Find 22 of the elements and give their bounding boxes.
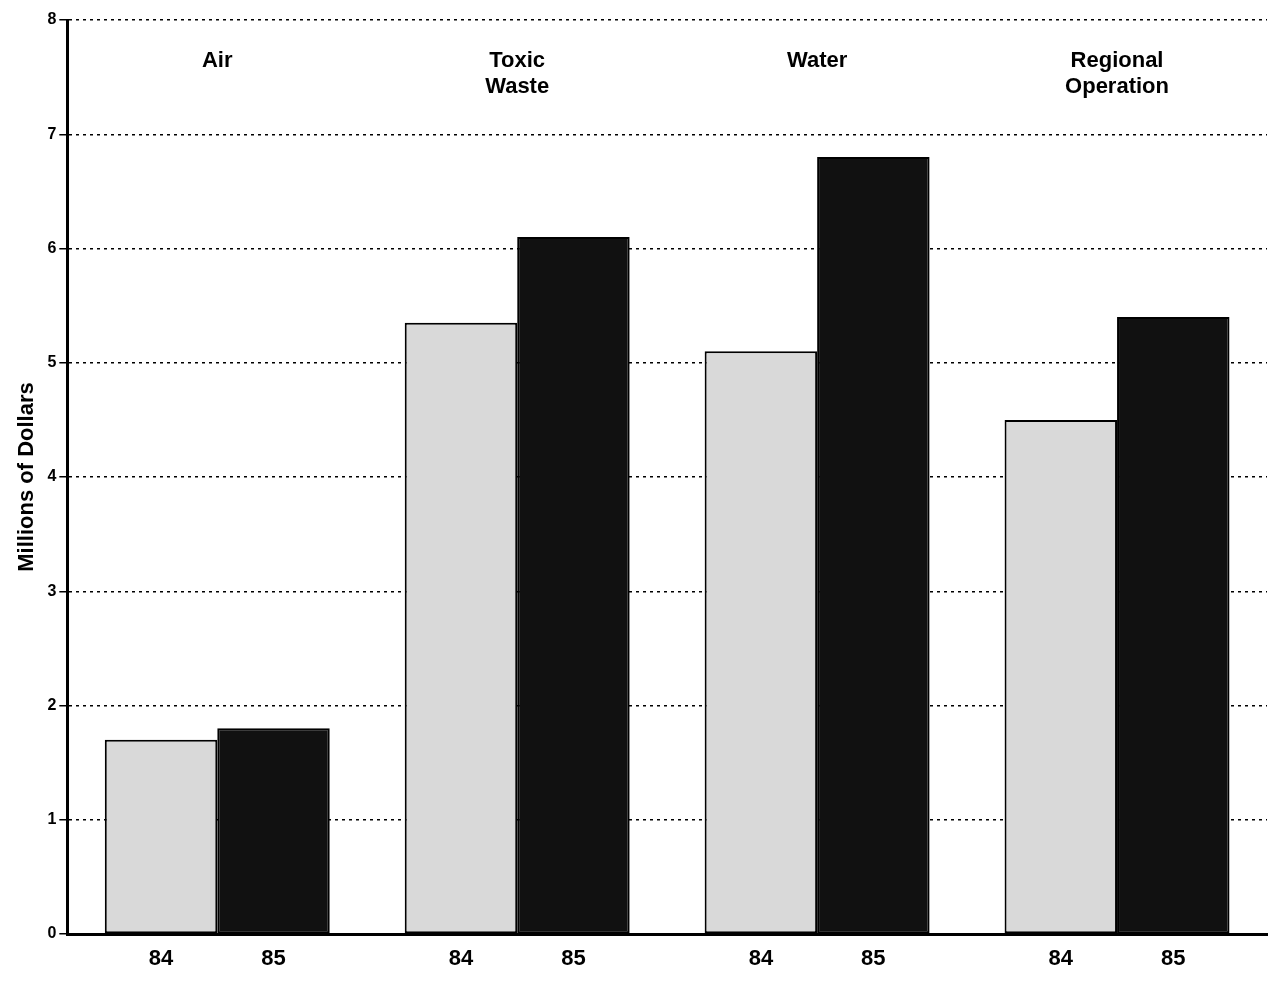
y-tick-label: 0 bbox=[47, 924, 57, 942]
text: 84 bbox=[1048, 945, 1074, 971]
text: 85 bbox=[1161, 945, 1186, 971]
y-tick-label: 2 bbox=[47, 695, 57, 713]
x-tick-label: Regional Operation bbox=[1065, 47, 1169, 99]
x-tick-label: Toxic Waste bbox=[485, 47, 550, 99]
y-tick-label: 4 bbox=[47, 467, 57, 485]
y-tick-label: 6 bbox=[47, 238, 57, 256]
x-tick-label: Water bbox=[786, 47, 848, 73]
x-tick-label: Air bbox=[201, 47, 233, 73]
y-tick-label: 5 bbox=[47, 353, 57, 371]
series-label: 85 bbox=[261, 945, 286, 971]
y-tick-label: 8 bbox=[47, 10, 57, 28]
y-tick-label: 1 bbox=[47, 810, 57, 828]
series-label: 84 bbox=[148, 945, 175, 971]
y-tick-label: 3 bbox=[47, 581, 57, 599]
text: 85 bbox=[561, 945, 586, 971]
y-axis-title: Millions of Dollars bbox=[13, 382, 39, 572]
text: 84 bbox=[448, 945, 474, 971]
text: 85 bbox=[861, 945, 886, 971]
text: 84 bbox=[748, 945, 774, 971]
y-tick-label: 7 bbox=[47, 124, 57, 142]
